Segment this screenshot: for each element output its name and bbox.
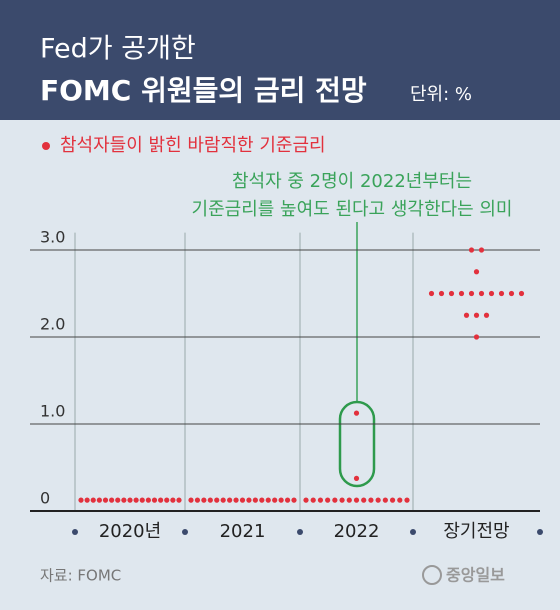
annotation: 참석자 중 2명이 2022년부터는: [232, 171, 472, 192]
dot: [239, 497, 246, 503]
dot: [463, 312, 470, 318]
x-tick-label: 2020년: [99, 521, 161, 542]
dot: [325, 497, 331, 503]
dot: [382, 497, 388, 503]
dot: [201, 497, 207, 503]
x-tick-label: 장기전망: [443, 521, 509, 542]
annotation: 기준금리를 높여도 된다고 생각한다는 의미: [192, 199, 513, 220]
dot: [194, 497, 201, 503]
dot: [233, 497, 239, 503]
dot: [389, 497, 396, 503]
dot: [115, 497, 121, 503]
axis-dot: [410, 529, 416, 535]
header: [0, 0, 560, 120]
y-tick-label: 3.0: [40, 228, 65, 247]
dot: [332, 497, 338, 503]
dot: [214, 497, 220, 503]
legend-dot: [42, 142, 50, 150]
axis-dot: [537, 529, 543, 535]
dot: [478, 247, 485, 253]
dot: [133, 497, 139, 503]
dot: [473, 312, 480, 318]
dot: [164, 497, 170, 503]
dot: [84, 497, 90, 503]
dot: [473, 334, 480, 340]
y-tick-label: 1.0: [40, 402, 65, 421]
dot: [498, 290, 505, 297]
dot: [478, 290, 485, 297]
dot: [518, 290, 525, 297]
dot: [483, 312, 490, 318]
dot: [109, 497, 115, 503]
dot: [310, 497, 316, 503]
dot: [339, 497, 345, 503]
dot: [246, 497, 252, 503]
dot: [404, 497, 410, 503]
x-tick-label: 2022: [334, 521, 380, 542]
dot: [207, 497, 213, 503]
dot: [353, 497, 360, 503]
dot: [438, 290, 445, 297]
chart-subtitle: FOMC 위원들의 금리 전망: [40, 74, 367, 107]
dot: [375, 497, 381, 503]
dot: [361, 497, 367, 503]
y-tick-label: 0: [40, 489, 50, 508]
dot: [468, 290, 475, 297]
dot: [220, 497, 226, 503]
dot: [397, 497, 403, 503]
dot: [488, 290, 495, 297]
dot: [176, 497, 182, 503]
annotation-box: [338, 400, 376, 488]
dot: [265, 497, 271, 503]
dot: [284, 497, 291, 503]
dot: [473, 269, 480, 275]
axis-dot: [72, 529, 78, 535]
legend-label: 참석자들이 밝힌 바람직한 기준금리: [60, 135, 326, 156]
dot: [90, 497, 96, 503]
dot: [468, 247, 475, 253]
logo-icon: [422, 565, 442, 585]
unit: 단위: %: [410, 84, 472, 105]
dot: [96, 497, 102, 503]
dot: [145, 497, 151, 503]
dot: [78, 497, 84, 503]
dot: [170, 497, 176, 503]
dot: [448, 290, 455, 297]
source: 자료: FOMC: [40, 567, 121, 585]
dot: [303, 497, 309, 503]
dot: [121, 497, 127, 503]
dot: [188, 497, 194, 503]
dot: [158, 497, 164, 503]
dot: [317, 497, 324, 503]
dot: [151, 497, 158, 503]
dot: [252, 497, 258, 503]
axis-dot: [297, 529, 303, 535]
axis-dot: [182, 529, 188, 535]
logo: 중앙일보: [446, 566, 505, 585]
dot: [346, 497, 352, 503]
dot: [428, 290, 435, 297]
dot: [508, 290, 515, 297]
dot: [127, 497, 133, 503]
dot: [278, 497, 284, 503]
dot: [259, 497, 265, 503]
dot: [102, 497, 109, 503]
x-tick-label: 2021: [220, 521, 266, 542]
chart-title: Fed가 공개한: [40, 34, 196, 65]
dot: [227, 497, 233, 503]
dot: [368, 497, 374, 503]
dot: [272, 497, 278, 503]
y-tick-label: 2.0: [40, 315, 65, 334]
dot: [353, 410, 360, 416]
dot: [458, 290, 465, 297]
dot: [353, 475, 360, 481]
dot: [139, 497, 145, 503]
dot: [291, 497, 297, 503]
